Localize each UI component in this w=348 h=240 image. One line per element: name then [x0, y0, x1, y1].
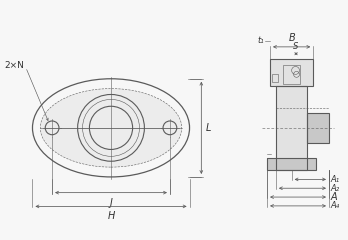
- Text: J: J: [110, 198, 112, 208]
- Ellipse shape: [40, 89, 182, 167]
- Bar: [283, 65, 300, 84]
- Text: A: A: [331, 192, 338, 202]
- Bar: [307, 113, 329, 143]
- Text: A₂: A₂: [331, 184, 340, 193]
- Bar: [267, 158, 316, 170]
- Text: A₄: A₄: [331, 201, 340, 210]
- Text: 2×N: 2×N: [5, 60, 25, 70]
- Bar: [270, 59, 313, 86]
- Text: t₁: t₁: [258, 36, 264, 45]
- Text: S: S: [293, 42, 299, 51]
- Bar: [272, 74, 278, 82]
- Bar: [276, 86, 307, 170]
- Bar: [276, 86, 307, 170]
- Text: L: L: [205, 123, 211, 133]
- Bar: [307, 113, 329, 143]
- Bar: [267, 158, 316, 170]
- Text: H: H: [107, 211, 115, 221]
- Text: B: B: [288, 33, 295, 43]
- Text: A₁: A₁: [331, 175, 340, 184]
- Bar: [270, 59, 313, 86]
